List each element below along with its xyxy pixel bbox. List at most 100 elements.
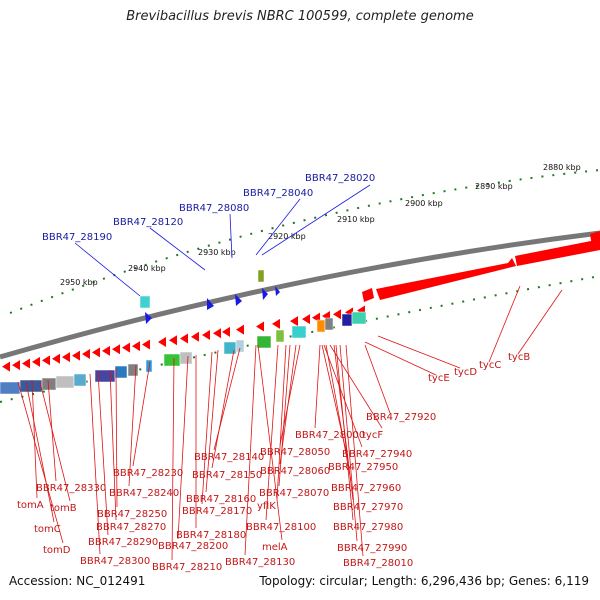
- gene-arrow-reverse[interactable]: [42, 355, 50, 366]
- gene-label[interactable]: BBR47_28050: [260, 447, 330, 458]
- gene-label[interactable]: BBR47_28010: [343, 558, 413, 569]
- gene-arrow-reverse[interactable]: [180, 333, 188, 344]
- gene-arrow-reverse[interactable]: [302, 314, 310, 325]
- gene-arrow-reverse[interactable]: [122, 342, 130, 353]
- gene-label[interactable]: BBR47_28060: [260, 466, 330, 477]
- gene-label[interactable]: BBR47_28240: [109, 488, 179, 499]
- gene-label[interactable]: tycE: [428, 373, 450, 384]
- blue-arrow[interactable]: [275, 286, 280, 296]
- domain-box[interactable]: [0, 381, 21, 395]
- gene-arrow-reverse[interactable]: [92, 347, 100, 358]
- gene-arrow-reverse[interactable]: [12, 360, 20, 371]
- gene-label[interactable]: tomD: [43, 545, 71, 556]
- domain-box[interactable]: [139, 295, 151, 309]
- domain-box[interactable]: [19, 379, 43, 393]
- gene-arrow-reverse[interactable]: [82, 349, 90, 360]
- gene-label[interactable]: BBR47_27950: [328, 462, 398, 473]
- gene-label[interactable]: BBR47_28270: [96, 522, 166, 533]
- gene-label[interactable]: BBR47_28230: [113, 468, 183, 479]
- gene-arrow-reverse[interactable]: [236, 324, 244, 335]
- gene-label[interactable]: BBR47_28150: [192, 470, 262, 481]
- domain-box[interactable]: [235, 339, 245, 353]
- gene-arrow-reverse[interactable]: [362, 288, 374, 302]
- gene-label[interactable]: tycC: [479, 360, 501, 371]
- gene-arrow-reverse[interactable]: [22, 358, 30, 369]
- gene-arrow-reverse[interactable]: [72, 350, 80, 361]
- domain-box[interactable]: [55, 375, 75, 389]
- gene-arrow-reverse[interactable]: [290, 316, 298, 327]
- gene-label[interactable]: tomB: [50, 503, 77, 514]
- domain-box[interactable]: [127, 363, 139, 377]
- blue-arrow[interactable]: [207, 298, 214, 310]
- gene-arrow-reverse[interactable]: [132, 341, 140, 352]
- gene-arrow-reverse[interactable]: [272, 318, 280, 329]
- gene-arrow-reverse[interactable]: [213, 328, 221, 339]
- domain-box[interactable]: [73, 373, 87, 387]
- gene-arrow-reverse[interactable]: [256, 321, 264, 332]
- gene-label[interactable]: BBR47_28130: [225, 557, 295, 568]
- gene-tycA-arrow[interactable]: [590, 231, 600, 246]
- gene-arrow-reverse[interactable]: [191, 331, 199, 342]
- blue-arrow[interactable]: [262, 288, 268, 300]
- gene-label[interactable]: BBR47_28290: [88, 537, 158, 548]
- domain-box[interactable]: [351, 311, 367, 325]
- gene-label[interactable]: melA: [262, 542, 288, 553]
- gene-label[interactable]: tycF: [362, 430, 383, 441]
- gene-arrow-reverse[interactable]: [222, 326, 230, 337]
- gene-arrow-reverse[interactable]: [112, 344, 120, 355]
- gene-label[interactable]: BBR47_27920: [366, 412, 436, 423]
- gene-label[interactable]: BBR47_28180: [176, 530, 246, 541]
- gene-label[interactable]: BBR47_28170: [182, 506, 252, 517]
- gene-label[interactable]: BBR47_28100: [246, 522, 316, 533]
- domain-box[interactable]: [114, 365, 128, 379]
- gene-label[interactable]: BBR47_28160: [186, 494, 256, 505]
- gene-label[interactable]: BBR47_28000: [295, 430, 365, 441]
- gene-label[interactable]: yflK: [257, 501, 276, 512]
- gene-label[interactable]: tycB: [508, 352, 530, 363]
- gene-arrow-reverse[interactable]: [158, 336, 166, 347]
- gene-arrow-reverse[interactable]: [32, 356, 40, 367]
- gene-label[interactable]: BBR47_28120: [113, 217, 183, 228]
- gene-label[interactable]: BBR47_28080: [179, 203, 249, 214]
- gene-tycB-arrow[interactable]: [376, 258, 516, 300]
- gene-label[interactable]: tomC: [34, 524, 61, 535]
- gene-tycC-arrow[interactable]: [515, 236, 600, 266]
- gene-arrow-reverse[interactable]: [169, 335, 177, 346]
- domain-box[interactable]: [291, 325, 307, 339]
- gene-arrow-reverse[interactable]: [202, 330, 210, 341]
- gene-label[interactable]: BBR47_28300: [80, 556, 150, 567]
- domain-box[interactable]: [256, 335, 272, 349]
- gene-label[interactable]: BBR47_28330: [36, 483, 106, 494]
- gene-label[interactable]: BBR47_28250: [97, 509, 167, 520]
- domain-box[interactable]: [316, 319, 326, 333]
- domain-box[interactable]: [223, 341, 237, 355]
- gene-arrow-reverse[interactable]: [333, 309, 341, 320]
- gene-label[interactable]: BBR47_28140: [194, 452, 264, 463]
- gene-label[interactable]: BBR47_28020: [305, 173, 375, 184]
- gene-arrow-reverse[interactable]: [52, 353, 60, 364]
- gene-arrow-reverse[interactable]: [2, 361, 10, 372]
- gene-label[interactable]: BBR47_28070: [259, 488, 329, 499]
- domain-box[interactable]: [324, 317, 334, 331]
- gene-label[interactable]: BBR47_27990: [337, 543, 407, 554]
- gene-label[interactable]: BBR47_28210: [152, 562, 222, 573]
- gene-arrow-reverse[interactable]: [102, 345, 110, 356]
- domain-box[interactable]: [179, 351, 193, 365]
- gene-label[interactable]: BBR47_27940: [342, 449, 412, 460]
- gene-label[interactable]: tycD: [454, 367, 477, 378]
- gene-label[interactable]: BBR47_28200: [158, 541, 228, 552]
- gene-label[interactable]: BBR47_27960: [331, 483, 401, 494]
- domain-box[interactable]: [257, 269, 265, 283]
- gene-arrow-reverse[interactable]: [62, 352, 70, 363]
- gene-label[interactable]: BBR47_28190: [42, 232, 112, 243]
- gene-label[interactable]: BBR47_27980: [333, 522, 403, 533]
- gene-label[interactable]: BBR47_27970: [333, 502, 403, 513]
- gene-label[interactable]: tomA: [17, 500, 44, 511]
- blue-arrow[interactable]: [145, 312, 152, 324]
- domain-box[interactable]: [341, 313, 353, 327]
- blue-arrow[interactable]: [235, 294, 242, 306]
- domain-box[interactable]: [275, 329, 285, 343]
- gene-label[interactable]: BBR47_28040: [243, 188, 313, 199]
- gene-arrow-reverse[interactable]: [142, 339, 150, 350]
- domain-box[interactable]: [163, 353, 181, 367]
